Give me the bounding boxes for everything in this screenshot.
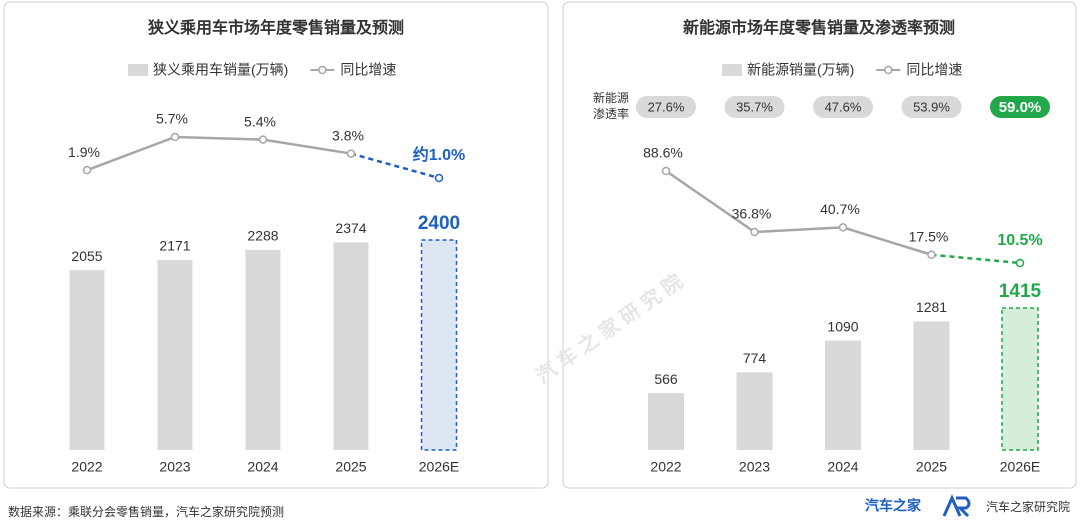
- pill: [724, 96, 785, 118]
- line: [665, 169, 932, 256]
- line-value-label: 约1.0%: [413, 145, 465, 164]
- line-value-label: 36.8%: [732, 206, 772, 222]
- legend-marker: [318, 65, 327, 75]
- legend-marker: [884, 65, 893, 75]
- pill: [901, 96, 962, 118]
- bar-value-label: 2400: [418, 213, 460, 234]
- legend-label: 同比增速: [906, 62, 962, 78]
- bar-value-label: 2171: [159, 238, 190, 254]
- x-tick-label: 2024: [827, 459, 858, 475]
- line-marker: [661, 166, 671, 176]
- line-marker: [346, 149, 356, 158]
- forecast-line: [931, 253, 1021, 265]
- line-value-label: 10.5%: [997, 232, 1042, 249]
- bar-value-label: 1415: [999, 281, 1042, 302]
- x-tick-label: 2022: [71, 459, 102, 475]
- line-value-label: 17.5%: [909, 228, 949, 244]
- row-label: 渗透率: [593, 106, 629, 121]
- legend-label: 新能源销量(万辆): [747, 62, 854, 78]
- line-value-label: 5.4%: [244, 113, 276, 129]
- x-tick-label: 2023: [159, 459, 190, 475]
- bar: [825, 340, 861, 450]
- pill-label: 47.6%: [825, 99, 862, 114]
- line-marker: [258, 135, 268, 144]
- bar-value-label: 774: [743, 350, 767, 366]
- bar-value-label: 1281: [916, 299, 947, 315]
- x-tick-label: 2026E: [1000, 459, 1040, 475]
- logo: 汽车之家: [865, 498, 922, 514]
- bar-value-label: 2374: [335, 220, 366, 236]
- panel: [3, 1, 549, 489]
- x-tick-label: 2025: [335, 459, 366, 475]
- pill: [636, 96, 696, 118]
- pill-label: 53.9%: [913, 99, 950, 114]
- bar: [736, 372, 773, 450]
- line-marker: [434, 173, 444, 183]
- x-tick-label: 2026E: [419, 459, 459, 475]
- pill: [990, 96, 1050, 118]
- line-marker: [1015, 258, 1025, 268]
- bar-value-label: 566: [654, 371, 678, 387]
- x-tick-label: 2023: [739, 459, 770, 475]
- logo-institute: 汽车之家研究院: [986, 499, 1070, 514]
- line-marker: [170, 132, 180, 142]
- chart-title: 狭义乘用车市场年度零售销量及预测: [147, 18, 404, 37]
- line-value-label: 3.8%: [332, 127, 364, 143]
- line-marker: [750, 227, 759, 237]
- source: 数据来源：乘联分会零售销量，汽车之家研究院预测: [8, 504, 284, 519]
- forecast-line: [350, 152, 440, 180]
- pill-label: 27.6%: [648, 99, 685, 114]
- x-tick-label: 2022: [650, 459, 681, 475]
- line-marker: [82, 165, 92, 175]
- bar: [1001, 307, 1039, 451]
- legend-label: 狭义乘用车销量(万辆): [153, 62, 288, 78]
- bar: [157, 260, 193, 450]
- bar: [648, 393, 684, 450]
- bar-value-label: 2055: [71, 248, 102, 264]
- line-value-label: 5.7%: [156, 111, 188, 127]
- bar: [420, 239, 458, 451]
- pill: [813, 96, 873, 118]
- line-value-label: 40.7%: [820, 201, 860, 217]
- legend-label: 同比增速: [340, 62, 396, 78]
- bar-value-label: 2288: [247, 228, 278, 244]
- row-label: 新能源: [593, 90, 629, 105]
- bar: [245, 249, 281, 450]
- line-marker: [838, 223, 848, 232]
- x-tick-label: 2024: [247, 459, 278, 475]
- line-marker: [927, 250, 936, 260]
- line-value-label: 88.6%: [643, 145, 683, 161]
- bar: [913, 321, 950, 450]
- legend-swatch: [722, 64, 742, 76]
- pill-label: 59.0%: [999, 99, 1042, 116]
- x-tick-label: 2025: [916, 459, 947, 475]
- pill-label: 35.7%: [736, 99, 773, 114]
- bar-value-label: 1090: [827, 318, 858, 334]
- logo-icon: [942, 494, 971, 518]
- legend-swatch: [128, 64, 148, 76]
- bar: [69, 270, 105, 450]
- bar: [333, 242, 369, 450]
- line: [86, 135, 352, 172]
- chart-title: 新能源市场年度零售销量及渗透率预测: [683, 18, 955, 37]
- line-value-label: 1.9%: [68, 144, 100, 160]
